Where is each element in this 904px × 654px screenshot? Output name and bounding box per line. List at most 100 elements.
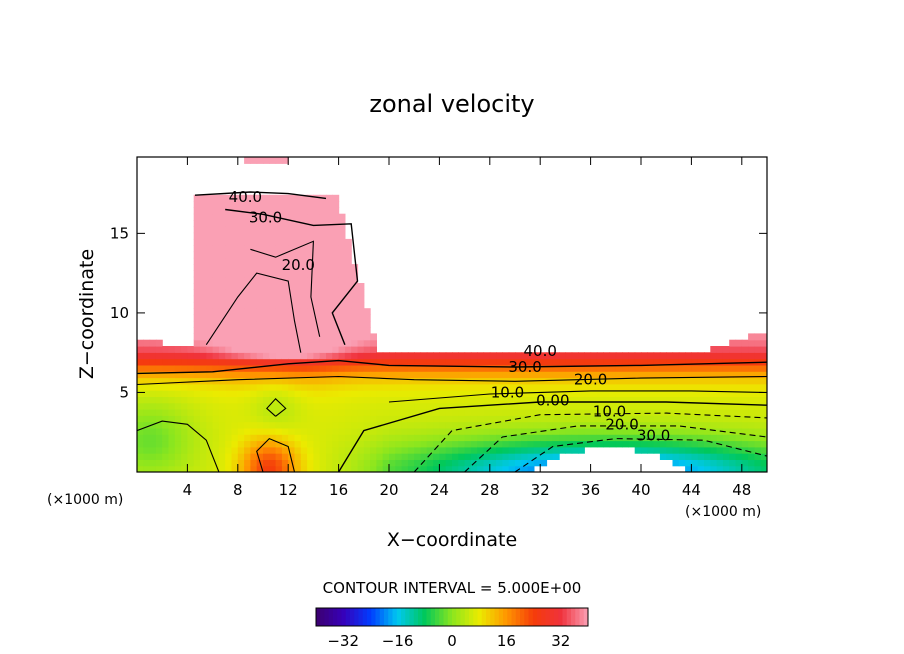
field-cell: [754, 402, 762, 410]
field-cell: [307, 427, 314, 435]
field-cell: [319, 289, 327, 297]
field-cell: [300, 415, 308, 423]
field-cell: [250, 270, 258, 278]
field-cell: [678, 415, 686, 423]
field-cell: [672, 459, 680, 467]
field-cell: [376, 358, 384, 366]
field-cell: [685, 421, 692, 429]
field-cell: [250, 320, 258, 328]
field-cell: [508, 352, 516, 360]
field-cell: [200, 276, 207, 284]
field-cell: [546, 402, 554, 410]
field-cell: [407, 421, 415, 429]
field-cell: [307, 257, 314, 265]
field-cell: [275, 245, 283, 253]
field-cell: [389, 465, 396, 472]
field-cell: [603, 358, 611, 366]
field-cell: [420, 352, 428, 360]
field-cell: [477, 352, 485, 360]
field-cell: [685, 465, 692, 472]
field-cell: [162, 434, 170, 442]
field-cell: [244, 283, 251, 290]
field-cell: [225, 415, 233, 423]
field-cell: [319, 346, 327, 353]
field-cell: [288, 264, 296, 271]
field-cell: [426, 465, 434, 472]
field-cell: [647, 390, 655, 397]
field-cell: [332, 276, 340, 284]
field-cell: [445, 459, 453, 467]
field-cell: [641, 434, 648, 442]
field-cell: [527, 402, 535, 410]
field-cell: [552, 446, 560, 454]
field-cell: [319, 245, 327, 253]
field-cell: [502, 358, 510, 366]
field-cell: [584, 390, 592, 397]
field-cell: [716, 446, 724, 454]
colorbar-swatch: [337, 608, 342, 626]
field-cell: [508, 409, 516, 416]
field-cell: [326, 446, 333, 454]
field-cell: [269, 396, 277, 404]
field-cell: [187, 415, 195, 423]
field-cell: [533, 434, 541, 442]
field-cell: [338, 358, 346, 366]
field-cell: [344, 434, 352, 442]
field-cell: [603, 415, 611, 423]
colorbar-swatch: [443, 608, 449, 626]
field-cell: [578, 440, 585, 448]
field-cell: [672, 402, 680, 410]
field-cell: [363, 465, 371, 472]
colorbar-swatch: [537, 608, 542, 626]
field-cell: [704, 459, 711, 467]
field-cell: [735, 396, 743, 404]
field-cell: [382, 465, 390, 472]
field-cell: [760, 421, 767, 429]
field-cell: [332, 270, 340, 278]
field-cell: [294, 314, 302, 322]
field-cell: [370, 346, 377, 353]
field-cell: [319, 459, 327, 467]
field-cell: [357, 377, 365, 385]
field-cell: [590, 421, 598, 429]
field-cell: [256, 327, 264, 334]
field-cell: [552, 358, 560, 366]
field-cell: [319, 251, 327, 259]
field-cell: [206, 327, 214, 334]
field-cell: [578, 427, 585, 435]
field-cell: [300, 346, 308, 353]
field-cell: [225, 238, 233, 246]
field-cell: [729, 453, 737, 460]
field-cell: [710, 453, 718, 460]
field-cell: [332, 232, 340, 240]
field-cell: [288, 396, 296, 404]
field-cell: [237, 427, 245, 435]
x-tick-label: 40: [631, 481, 650, 499]
field-cell: [477, 427, 485, 435]
colorbar-swatch: [554, 608, 559, 626]
field-cell: [307, 371, 314, 379]
field-cell: [571, 421, 579, 429]
field-cell: [420, 364, 428, 372]
field-cell: [697, 358, 705, 366]
field-cell: [464, 383, 472, 391]
field-cell: [307, 339, 314, 347]
field-cell: [729, 396, 737, 404]
field-cell: [174, 364, 182, 372]
field-cell: [754, 421, 762, 429]
field-cell: [508, 427, 516, 435]
field-cell: [571, 364, 579, 372]
field-cell: [149, 346, 157, 353]
field-cell: [420, 390, 428, 397]
field-cell: [672, 415, 680, 423]
field-cell: [407, 390, 415, 397]
field-cell: [332, 383, 340, 391]
field-cell: [584, 434, 592, 442]
field-cell: [515, 371, 522, 379]
y-tick-label: 10: [110, 304, 129, 322]
field-cell: [515, 459, 522, 467]
field-cell: [250, 283, 258, 290]
field-cell: [754, 352, 762, 360]
field-cell: [370, 434, 377, 442]
field-cell: [168, 396, 176, 404]
